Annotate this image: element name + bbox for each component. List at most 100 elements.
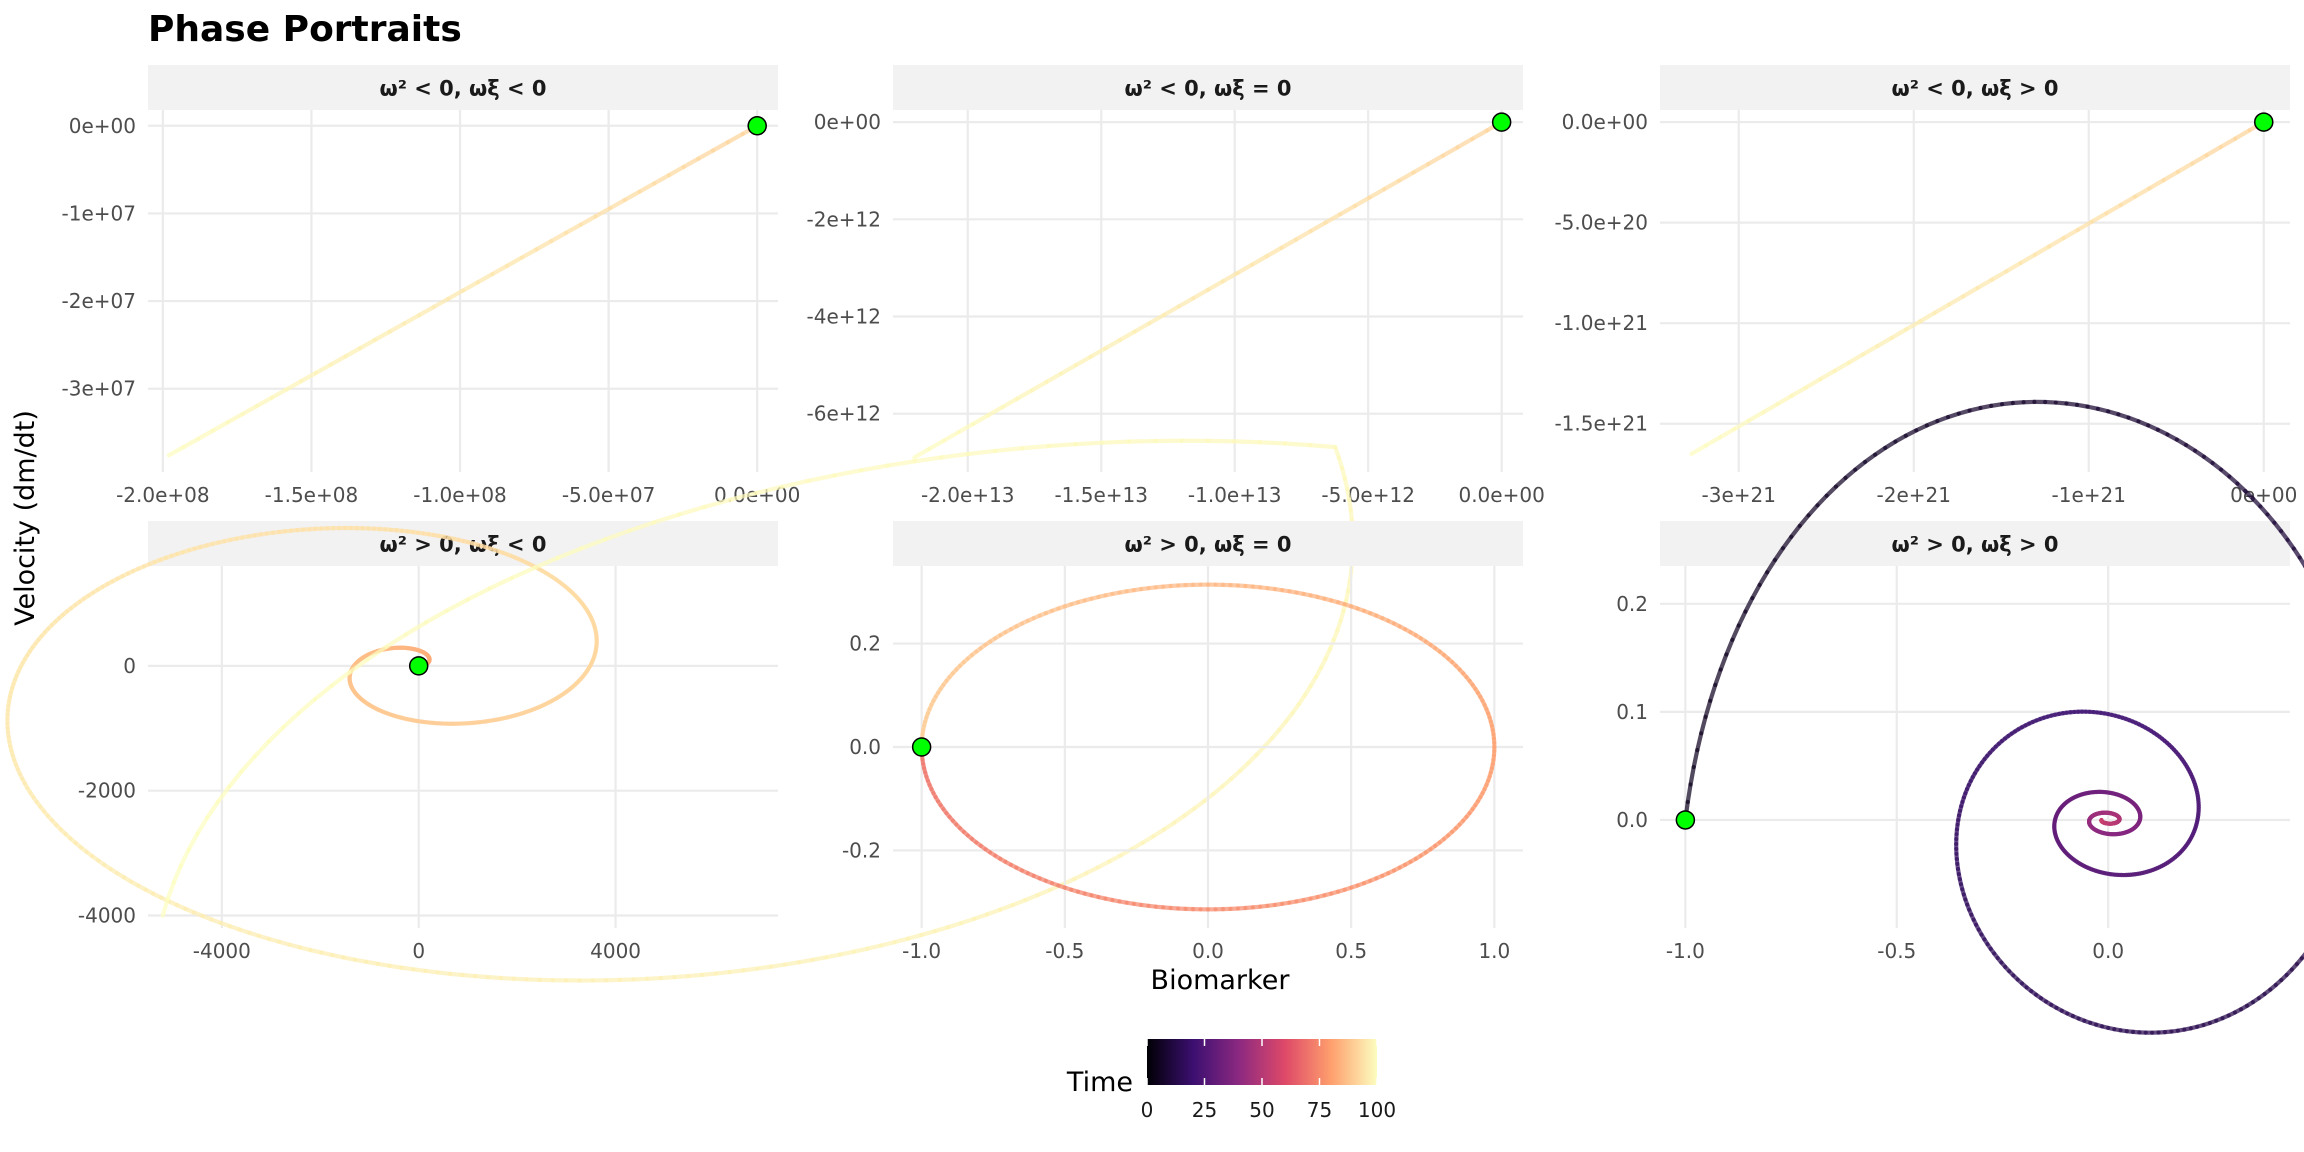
trajectory-segment (2190, 153, 2209, 166)
trajectory-segment (1718, 426, 1737, 440)
trajectory-segment (312, 683, 334, 702)
trajectory-segment (1231, 439, 1262, 445)
trajectory-segment (347, 657, 370, 675)
trajectory-segment (631, 976, 650, 982)
trajectory-segment (1220, 270, 1240, 284)
trajectory-segment (296, 697, 317, 716)
trajectory-segment (1044, 371, 1064, 385)
panel-5: ω² > 0, ωξ = 0 -1.0 -0.5 0.0 0.5 1.0 -0.2 0.0 0.… (842, 521, 1523, 963)
trajectory-segment (959, 916, 977, 926)
y-tick-label: 0e+00 (69, 114, 136, 138)
trajectory-segment (2161, 169, 2181, 183)
trajectory-segment (1440, 145, 1460, 158)
trajectory (1689, 119, 2266, 456)
trajectory-segment (1760, 402, 1780, 415)
facet-strip (893, 65, 1523, 110)
y-tick-label: 0.0e+00 (1562, 110, 1648, 134)
trajectory-segment (357, 337, 377, 351)
trajectory-segment (485, 975, 503, 981)
trajectory-segment (832, 468, 864, 478)
trajectory-segment (1780, 534, 1794, 551)
trajectory (5, 438, 1355, 983)
trajectory (166, 123, 760, 458)
trajectory-segment (997, 902, 1015, 912)
start-point (911, 737, 932, 757)
trajectory-segment (1023, 892, 1040, 903)
x-tick-label: 0.0 (2092, 939, 2124, 963)
trajectory-segment (1103, 337, 1123, 351)
trajectory-segment (666, 164, 686, 178)
trajectory-segment (372, 329, 392, 343)
trajectory-segment (1073, 440, 1105, 447)
trajectory-segment (677, 504, 707, 517)
trajectory-segment (402, 313, 421, 326)
trajectory-segment (865, 943, 884, 951)
trajectory-segment (1470, 128, 1490, 142)
x-tick-label: -0.5 (1045, 939, 1084, 963)
trajectory-segment (227, 769, 244, 789)
trajectory-segment (1396, 170, 1416, 183)
trajectory-segment (1161, 304, 1181, 318)
trajectory-segment (1046, 442, 1078, 449)
panel-2: ω² < 0, ωξ = 0 -2.0e+13 -1.5e+13 -1.0e+13 -5… (807, 65, 1545, 507)
trajectory-segment (1352, 195, 1372, 209)
facet-strip-label: ω² > 0, ωξ < 0 (379, 533, 546, 557)
trajectory (912, 120, 1504, 460)
trajectory-segment (215, 784, 232, 805)
trajectory-segment (563, 222, 583, 235)
trajectory-segment (652, 512, 682, 525)
y-tick-label: -0.2 (842, 838, 881, 862)
trajectory-segment (2233, 128, 2252, 141)
trajectory-segment (460, 972, 478, 979)
trajectory-segment (2004, 261, 2023, 274)
trajectory-segment (796, 957, 815, 965)
trajectory-segment (2147, 178, 2166, 191)
trajectory-segment (672, 973, 691, 980)
trajectory-segment (1846, 352, 1866, 365)
facet-strip-label: ω² > 0, ωξ > 0 (1891, 533, 2058, 557)
trajectory-segment (1875, 335, 1894, 349)
trajectory-segment (365, 644, 389, 662)
facet-strip (148, 521, 778, 566)
trajectory-segment (416, 304, 436, 318)
trajectory-segment (1691, 747, 1700, 770)
trajectory-segment (343, 346, 363, 359)
trajectory-segment (1724, 637, 1735, 657)
legend-tick-label: 25 (1192, 1098, 1217, 1122)
trajectory-segment (912, 446, 932, 460)
trajectory-segment (329, 670, 352, 688)
y-tick-label: -1.5e+21 (1554, 412, 1648, 436)
panel-4: ω² > 0, ωξ < 0 -4000 0 4000 -4000 -2000 0 (5, 438, 1355, 983)
legend-title: Time (1066, 1067, 1133, 1098)
trajectory-segment (725, 131, 745, 145)
trajectory-segment (686, 972, 705, 979)
trajectory-segment (805, 473, 837, 483)
trajectory-segment (1806, 503, 1820, 518)
trajectory-segment (2297, 555, 2304, 569)
trajectory-segment (1282, 441, 1313, 448)
x-tick-label: -5.0e+07 (562, 483, 656, 507)
trajectory-segment (465, 586, 492, 602)
trajectory-segment (779, 478, 811, 489)
trajectory-segment (225, 412, 245, 425)
trajectory-segment (1083, 865, 1100, 876)
trajectory-segment (2018, 252, 2037, 266)
trajectory-segment (299, 370, 318, 384)
trajectory-segment (1797, 513, 1811, 528)
trajectory-segment (926, 438, 946, 452)
trajectory-segment (1932, 302, 1952, 315)
trajectory-segment (932, 925, 951, 934)
trajectory-segment (1323, 212, 1343, 225)
y-tick-label: -2000 (78, 779, 136, 803)
legend-tick-label: 50 (1249, 1098, 1274, 1122)
trajectory-segment (1772, 546, 1786, 563)
facet-strip (148, 65, 778, 110)
trajectory-segment (652, 173, 672, 186)
trajectory-segment (1765, 557, 1778, 575)
x-tick-label: -2e+21 (1877, 483, 1951, 507)
x-tick-label: -0.5 (1877, 939, 1916, 963)
trajectory-segment (240, 403, 260, 417)
x-tick-label: 0.5 (1335, 939, 1367, 963)
trajectory-segment (1818, 368, 1837, 382)
trajectory-segment (387, 321, 407, 334)
